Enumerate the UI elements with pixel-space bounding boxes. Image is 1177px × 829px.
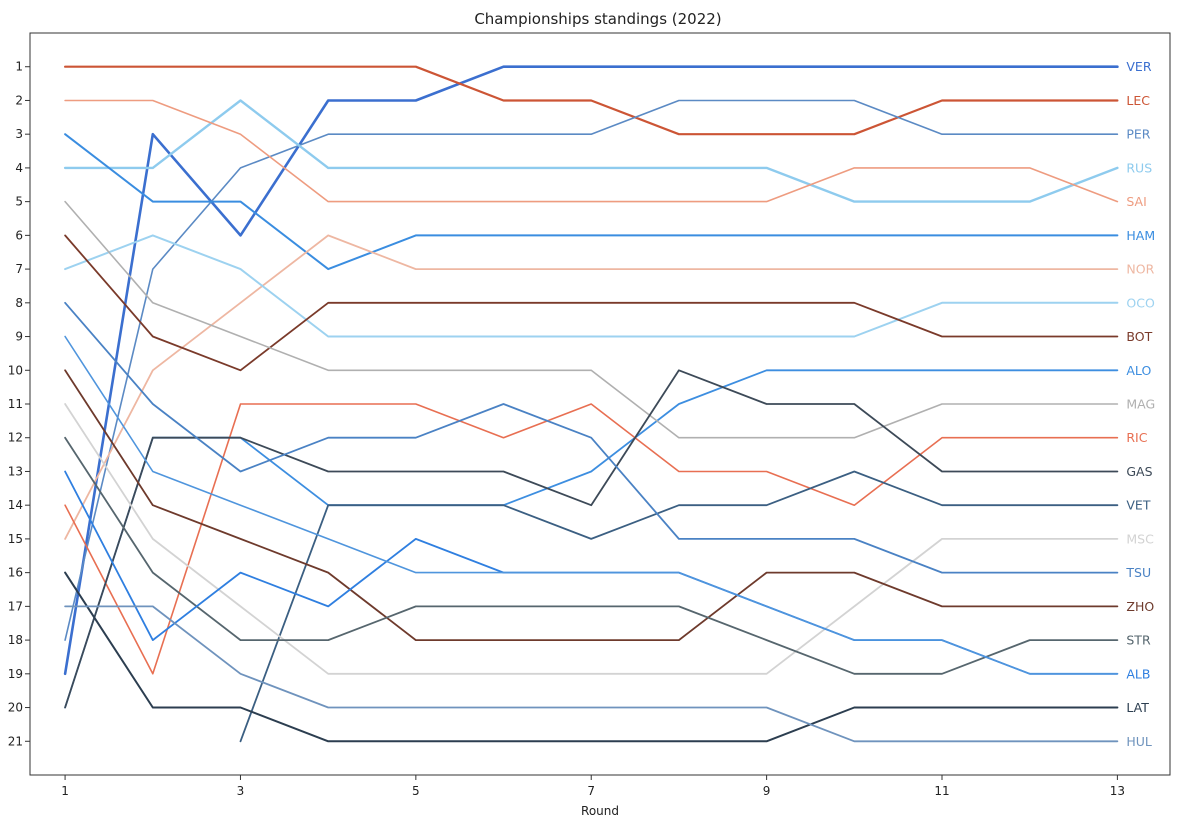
y-tick-label: 16 xyxy=(8,566,23,580)
y-tick-label: 2 xyxy=(15,93,23,107)
series-label-bot: BOT xyxy=(1126,329,1152,344)
series-end-labels: VER LEC PER RUS SAI HAM NOR OCO BOT ALO MAG RIC GAS V… xyxy=(1125,59,1155,749)
y-tick-label: 13 xyxy=(8,464,23,478)
y-tick-label: 12 xyxy=(8,431,23,445)
series-line-vet xyxy=(239,470,1119,743)
y-tick-label: 8 xyxy=(15,296,23,310)
y-tick-label: 20 xyxy=(8,701,23,715)
x-axis-label: Round xyxy=(581,804,619,818)
y-tick-label: 18 xyxy=(8,633,23,647)
y-tick-label: 10 xyxy=(8,363,23,377)
y-tick-label: 1 xyxy=(15,60,23,74)
series-line-ric xyxy=(64,403,1119,675)
x-tick-label: 9 xyxy=(763,784,771,798)
series-line-rus xyxy=(63,99,1119,203)
series-line-oco xyxy=(64,234,1119,338)
series-line-mag xyxy=(64,200,1119,439)
series-label-msc: MSC xyxy=(1126,531,1154,546)
y-tick-label: 9 xyxy=(15,330,23,344)
series-label-ham: HAM xyxy=(1126,228,1155,243)
y-tick-label: 7 xyxy=(15,262,23,276)
x-axis: 1 3 5 7 9 11 13 xyxy=(61,775,1125,798)
y-tick-label: 17 xyxy=(8,599,23,613)
series-label-ric: RIC xyxy=(1126,430,1147,445)
series-label-mag: MAG xyxy=(1126,397,1155,412)
y-tick-label: 14 xyxy=(8,498,23,512)
y-tick-label: 4 xyxy=(15,161,23,175)
series-label-lec: LEC xyxy=(1126,93,1150,108)
series-lines xyxy=(63,65,1119,743)
series-line-unlabeled xyxy=(64,335,1119,675)
series-label-oco: OCO xyxy=(1126,295,1155,310)
x-tick-label: 1 xyxy=(61,784,69,798)
series-line-sai xyxy=(64,99,1119,203)
series-line-lat xyxy=(64,571,1119,743)
series-label-rus: RUS xyxy=(1126,160,1152,175)
y-tick-label: 11 xyxy=(8,397,23,411)
series-line-per xyxy=(64,99,1119,641)
series-line-hul xyxy=(64,605,1119,743)
series-line-str xyxy=(64,436,1119,675)
series-line-ver xyxy=(63,65,1119,676)
series-label-lat: LAT xyxy=(1126,700,1149,715)
series-label-tsu: TSU xyxy=(1125,565,1151,580)
x-tick-label: 7 xyxy=(587,784,595,798)
y-tick-label: 3 xyxy=(15,127,23,141)
x-tick-label: 11 xyxy=(934,784,949,798)
series-label-hul: HUL xyxy=(1126,734,1152,749)
series-label-per: PER xyxy=(1126,127,1150,142)
series-line-nor xyxy=(64,234,1119,540)
x-tick-label: 5 xyxy=(412,784,420,798)
series-line-bot xyxy=(64,234,1119,372)
series-label-sai: SAI xyxy=(1126,194,1146,209)
series-label-str: STR xyxy=(1126,633,1151,648)
y-tick-label: 19 xyxy=(8,667,23,681)
y-tick-label: 21 xyxy=(8,734,23,748)
chart-title: Championships standings (2022) xyxy=(474,10,721,28)
x-tick-label: 13 xyxy=(1110,784,1125,798)
series-label-alo: ALO xyxy=(1126,363,1151,378)
x-tick-label: 3 xyxy=(237,784,245,798)
series-label-gas: GAS xyxy=(1126,464,1152,479)
series-label-alb: ALB xyxy=(1126,666,1150,681)
series-line-msc xyxy=(64,403,1119,675)
y-tick-label: 15 xyxy=(8,532,23,546)
series-line-zho xyxy=(64,369,1119,641)
series-label-nor: NOR xyxy=(1126,262,1154,277)
series-line-gas xyxy=(64,369,1119,709)
series-label-vet: VET xyxy=(1126,498,1150,513)
y-tick-label: 6 xyxy=(15,228,23,242)
series-line-tsu xyxy=(64,301,1119,574)
series-line-lec xyxy=(63,65,1119,136)
series-line-ham xyxy=(64,133,1119,271)
series-label-zho: ZHO xyxy=(1126,599,1154,614)
y-tick-label: 5 xyxy=(15,195,23,209)
series-label-ver: VER xyxy=(1126,59,1151,74)
